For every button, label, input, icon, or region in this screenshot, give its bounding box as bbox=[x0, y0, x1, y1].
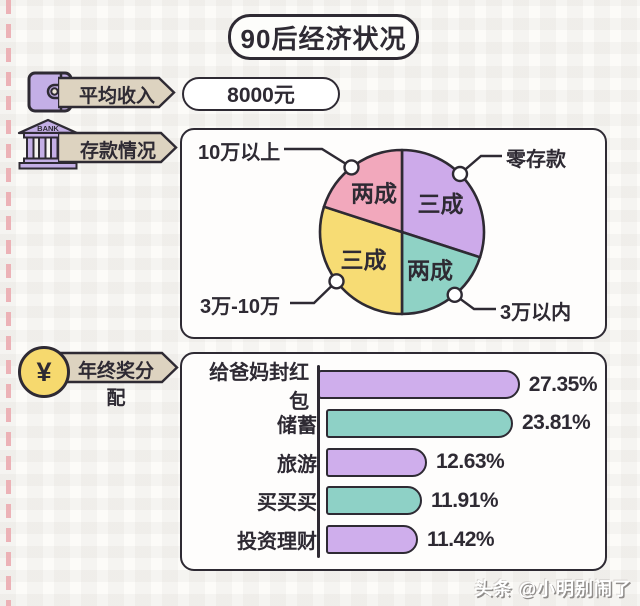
bar-row: 储蓄 23.81% bbox=[192, 408, 597, 439]
bar-category-label: 给爸妈封红包 bbox=[209, 361, 310, 413]
pie-slice-share-label: 三成 bbox=[341, 247, 387, 273]
pie-callout-label-3-10wan: 3万-10万 bbox=[200, 296, 281, 318]
pie-callout-dot bbox=[446, 286, 463, 304]
yuan-coin-icon: ¥ bbox=[18, 346, 70, 398]
pie-callout-dot bbox=[328, 273, 345, 290]
bar-value-label: 11.91% bbox=[431, 488, 499, 512]
bonus-tag: 年终奖分配 bbox=[53, 351, 179, 409]
tag-arrow-shape bbox=[58, 76, 176, 109]
bonus-label: 年终奖分配 bbox=[77, 361, 154, 409]
bonus-bar-chart: 给爸妈封红包 27.35% 储蓄 23.81% 旅游 12.63% 买买买 11… bbox=[192, 362, 598, 555]
bar-row: 旅游 12.63% bbox=[192, 447, 597, 478]
pie-callout-line bbox=[284, 147, 353, 169]
bar-row: 给爸妈封红包 27.35% bbox=[192, 362, 598, 413]
pie-callout-dot bbox=[451, 165, 469, 183]
bar-category-label: 投资理财 bbox=[237, 531, 317, 553]
bar-category-label: 旅游 bbox=[277, 453, 317, 476]
page-title: 90后经济状况 bbox=[228, 14, 419, 60]
bar-value-label: 23.81% bbox=[522, 411, 591, 435]
income-value-pill: 8000元 bbox=[182, 77, 340, 111]
pie-slice-1 bbox=[400, 148, 486, 259]
left-dashed-border bbox=[6, 0, 11, 606]
bar-value-label: 27.35% bbox=[528, 372, 598, 396]
pie-callout-label-under-3wan: 3万以内 bbox=[500, 302, 572, 324]
bar-row: 投资理财 11.42% bbox=[192, 524, 597, 555]
bar-redpacket bbox=[318, 370, 520, 399]
pie-callout-dot bbox=[343, 159, 360, 176]
tag-arrow-shape bbox=[58, 131, 178, 164]
bar-category-label: 储蓄 bbox=[277, 414, 317, 437]
bar-savings bbox=[326, 408, 513, 438]
pie-callout-line bbox=[290, 280, 338, 305]
bar-shopping bbox=[326, 486, 422, 516]
bar-value-label: 12.63% bbox=[436, 450, 505, 473]
pie-callout-line bbox=[459, 154, 502, 175]
bar-row: 买买买 11.91% bbox=[192, 485, 597, 516]
pie-slice-share-label: 三成 bbox=[418, 191, 464, 217]
income-label: 平均收入 bbox=[78, 86, 155, 107]
page-title-text: 90后经济状况 bbox=[240, 23, 407, 54]
bar-investment bbox=[326, 525, 418, 554]
bonus-bar-panel: 给爸妈封红包 27.35% 储蓄 23.81% 旅游 12.63% 买买买 11… bbox=[180, 352, 607, 571]
savings-tag: 存款情况 bbox=[58, 131, 178, 164]
bar-category-label: 买买买 bbox=[257, 492, 317, 515]
bar-chart-axis bbox=[317, 365, 320, 558]
income-value: 8000元 bbox=[227, 84, 295, 107]
watermark: 头条 @小明别闹了 bbox=[474, 579, 632, 599]
pie-callout-label-zero-savings: 零存款 bbox=[506, 149, 566, 171]
tag-arrow-shape bbox=[53, 351, 179, 384]
savings-label: 存款情况 bbox=[79, 141, 156, 162]
bar-travel bbox=[326, 447, 427, 477]
pie-slice-share-label: 两成 bbox=[351, 181, 397, 207]
pie-slice-share-label: 两成 bbox=[407, 258, 453, 284]
bar-value-label: 11.42% bbox=[427, 527, 495, 551]
bank-icon-text: BANK bbox=[37, 124, 59, 133]
pie-callout-label-10wan-plus: 10万以上 bbox=[198, 142, 281, 164]
savings-pie-panel: 三成 两成 三成 两成 10万以上 零存款 3万-10万 3万以内 bbox=[180, 128, 607, 339]
yuan-symbol: ¥ bbox=[36, 356, 52, 387]
income-tag: 平均收入 bbox=[58, 76, 176, 109]
